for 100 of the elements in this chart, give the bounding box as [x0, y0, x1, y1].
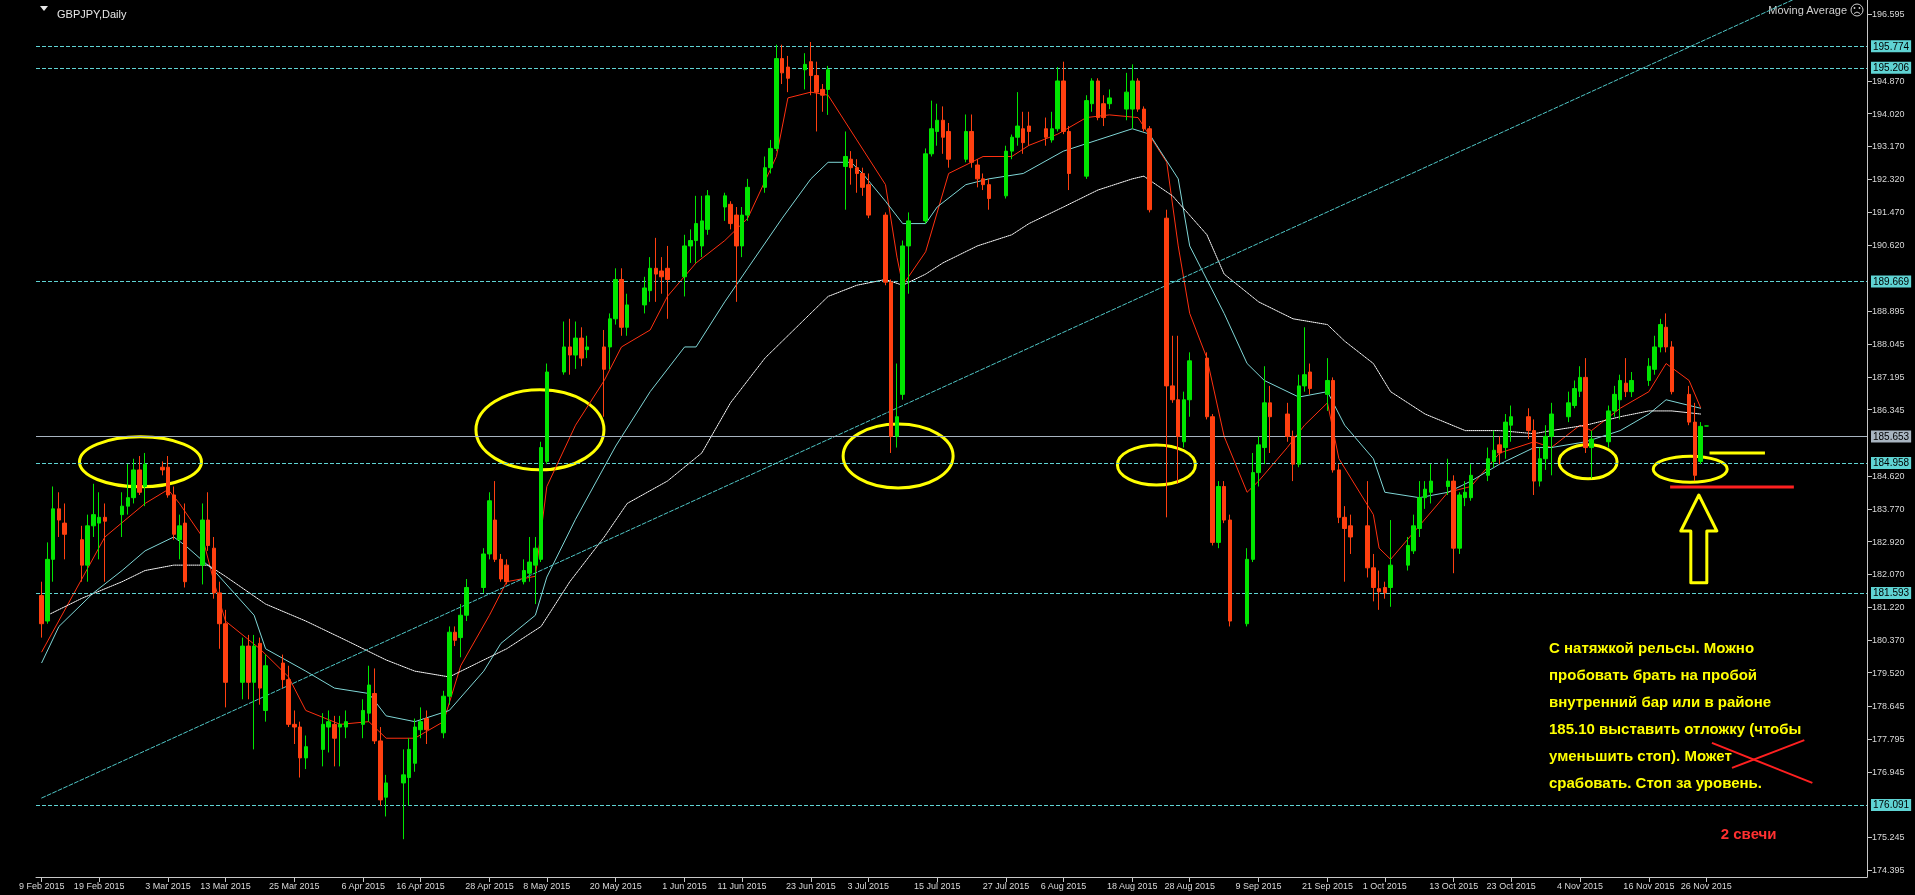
candlestick [1446, 458, 1450, 496]
y-tick-label: 176.945 [1872, 766, 1905, 777]
candlestick [1004, 145, 1008, 200]
annotation: С натяжкой рельсы. Можно пробовать брать на пробой внутренний бар или в районе 185.10 выставить отложку (чтобы уменьшить стоп). Может срабовать. Стоп за уровень. [1549, 639, 1802, 792]
x-tick-label: 15 Jul 2015 [913, 880, 961, 891]
ref-line-label: 176.091 [1873, 799, 1910, 811]
text: GBPJPY,Daily [57, 7, 127, 20]
y-tick-label: 178.645 [1872, 701, 1905, 712]
candlestick [361, 698, 365, 739]
candlestick [1136, 77, 1140, 113]
y-tick-label: 194.020 [1872, 108, 1905, 119]
candlestick [206, 491, 210, 552]
candlestick [263, 654, 268, 723]
candlestick [895, 363, 899, 449]
candlestick [1629, 371, 1634, 398]
candlestick [137, 455, 142, 496]
candlestick [1216, 480, 1221, 549]
x-tick-label: 11 Jun 2015 [717, 880, 767, 891]
ref-line-label: 185.653 [1873, 430, 1910, 442]
candlestick [103, 502, 107, 583]
candlestick [252, 634, 256, 750]
y-tick-label: 179.520 [1872, 667, 1905, 678]
y-tick-label: 191.470 [1872, 207, 1905, 218]
candlestick [1687, 385, 1691, 426]
candlestick [579, 326, 584, 367]
candlestick [1469, 463, 1473, 502]
x-tick-label: 19 Feb 2015 [73, 880, 125, 891]
candlestick [120, 491, 124, 538]
candlestick [1268, 385, 1272, 454]
x-tick-label: 16 Apr 2015 [396, 880, 445, 891]
candlestick [384, 774, 388, 817]
candlestick [1497, 435, 1502, 465]
ref-line-label: 195.774 [1873, 40, 1910, 52]
candlestick [246, 634, 251, 700]
candlestick [1693, 402, 1697, 482]
candlestick [1492, 430, 1496, 468]
candlestick [1429, 463, 1433, 504]
y-tick-label: 188.895 [1872, 306, 1905, 317]
y-tick-label: 182.070 [1872, 569, 1905, 580]
candlestick [1228, 514, 1232, 627]
y-tick-label: 186.345 [1872, 404, 1905, 415]
x-tick-label: 18 Aug 2015 [1107, 880, 1158, 891]
candlestick [57, 491, 61, 538]
candlestick [1698, 421, 1703, 465]
candlestick [80, 525, 84, 583]
ref-line-label: 195.206 [1873, 62, 1910, 74]
candlestick [332, 715, 337, 767]
candlestick [1486, 447, 1490, 482]
candlestick [200, 502, 205, 585]
y-tick-label: 184.620 [1872, 471, 1905, 482]
y-tick-label: 175.245 [1872, 832, 1905, 843]
candlestick [183, 502, 187, 588]
candlestick [143, 452, 147, 507]
x-tick-label: 23 Oct 2015 [1486, 880, 1536, 891]
candlestick [1222, 480, 1226, 524]
y-tick-label: 174.395 [1872, 865, 1905, 876]
candlestick [568, 318, 572, 376]
x-tick-label: 9 Feb 2015 [18, 880, 65, 891]
candlestick [780, 44, 784, 85]
x-tick-label: 26 Nov 2015 [1680, 880, 1732, 891]
y-tick-label: 188.045 [1872, 339, 1905, 350]
candlestick [803, 52, 807, 90]
candlestick [1583, 357, 1588, 454]
candlestick [585, 335, 589, 359]
candlestick [843, 130, 848, 211]
candlestick [786, 55, 790, 93]
candlestick [493, 480, 497, 563]
candlestick [562, 321, 566, 376]
x-tick-label: 23 Jun 2015 [786, 880, 836, 891]
candlestick [849, 150, 853, 186]
candlestick [338, 715, 342, 767]
candlestick [573, 321, 578, 370]
candlestick [964, 113, 968, 163]
candlestick [1377, 570, 1381, 611]
y-tick-label: 196.595 [1872, 9, 1905, 20]
x-tick-label: 9 Sep 2015 [1235, 880, 1282, 891]
candlestick [1589, 430, 1594, 479]
x-tick-label: 13 Mar 2015 [200, 880, 251, 891]
candlestick [619, 267, 624, 337]
annotation: 2 свечи [1720, 824, 1777, 842]
x-tick-label: 20 May 2015 [589, 880, 642, 891]
candlestick [1325, 357, 1330, 412]
candlestick [723, 192, 727, 222]
candlestick [453, 625, 457, 647]
ref-line-label: 189.669 [1873, 275, 1910, 287]
y-tick-label: 183.770 [1872, 503, 1905, 514]
candlestick [1021, 111, 1025, 155]
candlestick [304, 735, 308, 770]
y-tick-label: 177.795 [1872, 734, 1905, 745]
ref-line-label: 181.593 [1873, 587, 1910, 599]
candlestick [602, 329, 606, 418]
candlestick [240, 637, 245, 700]
candlestick [62, 502, 67, 560]
x-tick-label: 21 Sep 2015 [1301, 880, 1353, 891]
x-tick-label: 25 Mar 2015 [269, 880, 320, 891]
candlestick [177, 514, 182, 560]
candlestick [1331, 376, 1335, 474]
candlestick [1245, 547, 1249, 627]
x-tick-label: 27 Jul 2015 [982, 880, 1030, 891]
x-tick-label: 28 Apr 2015 [465, 880, 514, 891]
